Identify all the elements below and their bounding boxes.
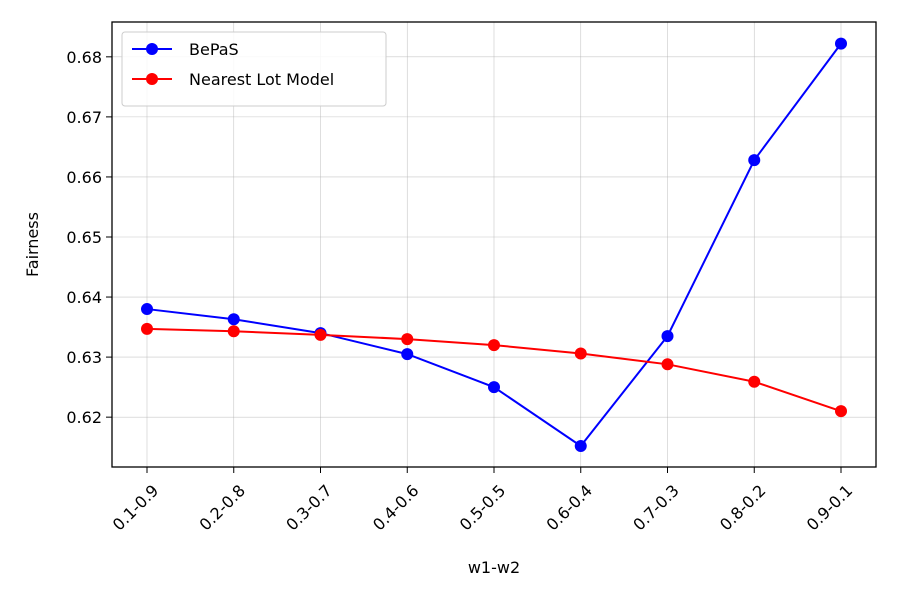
- data-point: [227, 325, 240, 338]
- data-point: [835, 405, 847, 418]
- y-tick-label: 0.68: [66, 48, 102, 67]
- data-point: [488, 381, 500, 394]
- y-tick-label: 0.66: [66, 168, 102, 187]
- data-point: [574, 439, 587, 452]
- data-point: [835, 37, 847, 50]
- legend-label: Nearest Lot Model: [189, 70, 334, 89]
- legend-item: BePaS: [132, 40, 239, 59]
- legend: BePaS Nearest Lot Model: [121, 31, 387, 107]
- y-tick-label: 0.65: [66, 228, 102, 247]
- data-point: [141, 322, 153, 335]
- y-tick-label: 0.67: [66, 108, 102, 127]
- series-layer: [141, 37, 847, 452]
- data-point: [661, 358, 674, 371]
- x-axis-label: w1-w2: [468, 558, 520, 577]
- data-point: [401, 333, 414, 346]
- legend-box: [121, 31, 387, 107]
- data-point: [748, 375, 761, 388]
- y-tick-label: 0.62: [66, 408, 102, 427]
- legend-label: BePaS: [189, 40, 239, 59]
- data-point: [314, 328, 327, 341]
- legend-item: Nearest Lot Model: [132, 70, 334, 89]
- y-tick-label: 0.63: [66, 348, 102, 367]
- data-point: [574, 347, 587, 360]
- legend-marker: [146, 73, 158, 85]
- data-point: [488, 339, 500, 352]
- data-point: [748, 154, 761, 167]
- data-point: [661, 330, 674, 343]
- y-tick-label: 0.64: [66, 288, 102, 307]
- data-point: [141, 303, 153, 316]
- legend-marker: [146, 43, 158, 55]
- data-point: [227, 313, 240, 326]
- data-point: [401, 348, 414, 361]
- series-nearest-lot-model: [141, 322, 847, 418]
- y-axis-label: Fairness: [23, 212, 42, 277]
